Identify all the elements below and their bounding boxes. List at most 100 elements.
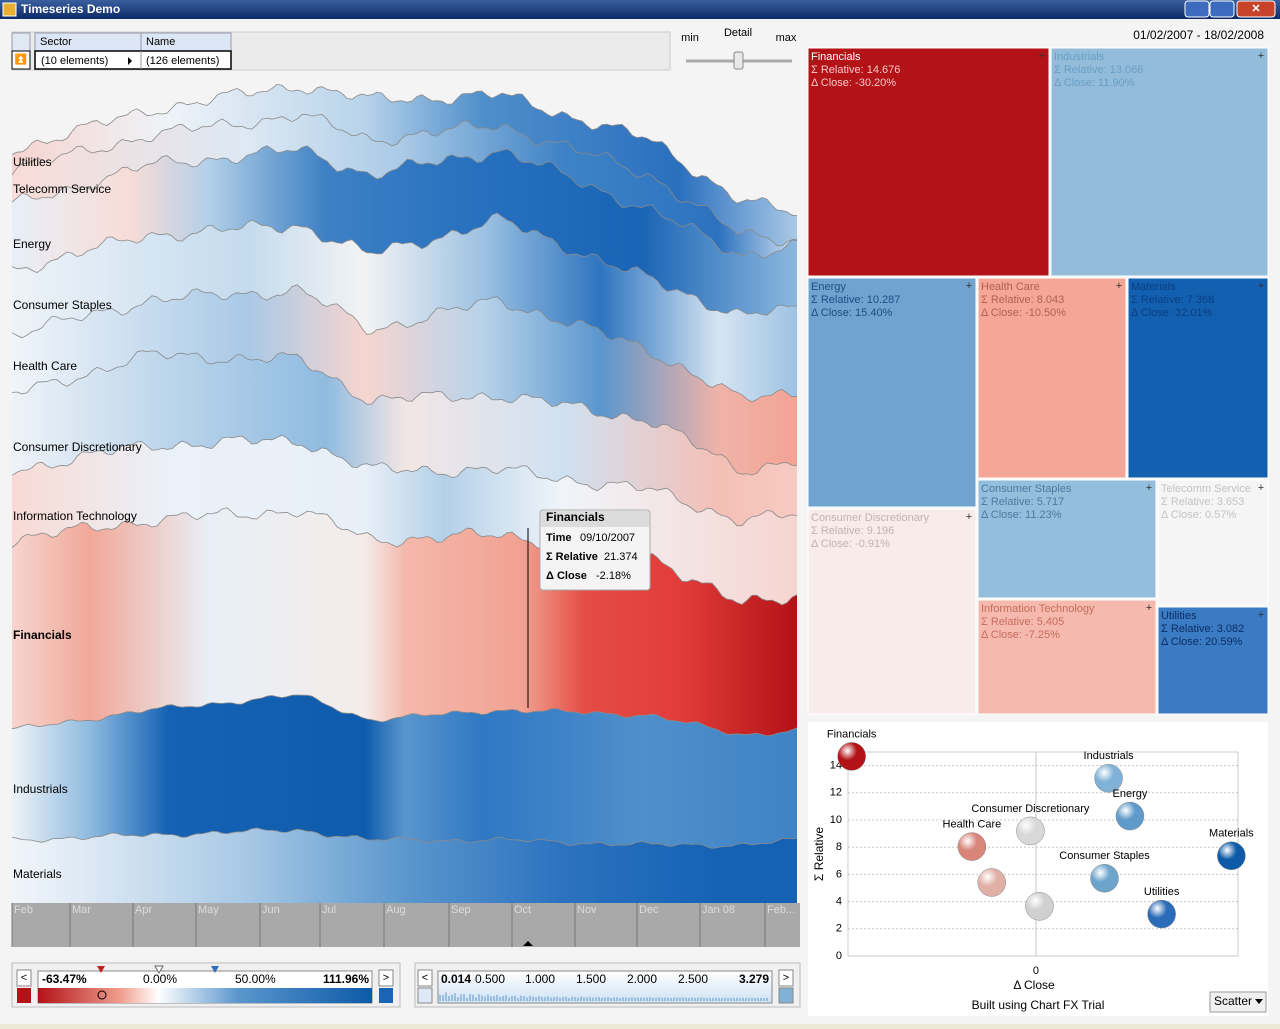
grid-cell[interactable]: (126 elements) [146,55,219,67]
month-label: Nov [577,904,597,916]
tile-close: Δ Close: -0.91% [811,538,890,550]
slider-thumb[interactable] [733,51,744,70]
color-handle[interactable] [154,965,164,975]
tile-expand[interactable]: + [1258,280,1264,292]
treemap-tile[interactable] [1157,479,1269,606]
min-color-swatch [17,988,31,1003]
tile-close: Δ Close: -7.25% [981,629,1060,641]
bubble[interactable] [977,868,1006,897]
band-outline [11,114,798,247]
color-range-max: 111.96% [323,972,369,986]
treemap-tile[interactable] [1050,47,1269,277]
collapse-button[interactable] [11,50,31,70]
y-tick-label: 4 [836,896,842,908]
plot-area [847,751,1239,957]
y-tick-label: 8 [836,841,842,853]
tooltip-value: 09/10/2007 [580,532,635,544]
tile-expand[interactable]: + [1116,280,1122,292]
tile-close: Δ Close: 11.90% [1054,77,1135,89]
point-label: Health Care [943,819,1002,831]
stream-band [12,114,797,258]
tooltip-key: Σ Relative [546,551,598,563]
band-outline [11,434,798,527]
close-button[interactable] [1236,0,1276,18]
stream-band [12,284,797,476]
date-range: 01/02/2007 - 18/02/2008 [1133,28,1264,42]
bubble[interactable] [837,742,866,771]
time-axis [12,903,800,947]
treemap-tile[interactable] [1157,606,1269,715]
streamgraph: Utilities Telecomm Service Energy Consumer … [11,83,798,903]
y-axis-label: Σ Relative [812,827,826,881]
point-label: Financials [827,728,877,740]
month-label: Feb [14,904,33,916]
bubble[interactable] [1090,863,1119,893]
max-size-swatch [778,987,794,1004]
tooltip-key: Δ Close [546,570,587,582]
point-label: Consumer Staples [1059,850,1150,862]
view-dropdown[interactable] [1209,991,1267,1013]
bubble[interactable] [1115,801,1145,831]
treemap-tile[interactable] [807,508,977,715]
month-axis: Feb Mar Apr May Jun Jul Aug Sep Oct Nov Dec Jan 08 F… [11,903,795,947]
tile-expand[interactable]: + [966,511,972,523]
expand-arrow [128,57,132,65]
scroll-right-button[interactable] [778,969,794,987]
size-range-tick: 1.500 [576,972,606,986]
treemap-tile[interactable] [977,479,1157,599]
maximize-button[interactable] [1209,0,1235,18]
tile-expand[interactable]: + [1258,609,1264,621]
bubble[interactable] [1016,816,1045,846]
month-label: Mar [72,904,91,916]
tile-expand[interactable]: + [1258,482,1264,494]
x-axis-label: Δ Close [1013,978,1055,992]
tile-relative: Σ Relative: 5.717 [981,496,1064,508]
month-label: Jan 08 [702,904,735,916]
bubble[interactable] [1147,899,1176,929]
point-label: Industrials [1084,750,1135,762]
app-icon [2,2,17,17]
y-tick-label: 6 [836,868,842,880]
scatter-chart: 024681012140FinancialsIndustrialsEnergyC… [827,728,1254,977]
tile-name: Telecomm Service [1161,483,1251,495]
month-label: Sep [451,904,471,916]
tile-expand[interactable]: + [1146,602,1152,614]
tile-relative: Σ Relative: 9.196 [811,525,894,537]
tile-close: Δ Close: 15.40% [811,307,893,319]
tile-expand[interactable]: + [1258,50,1264,62]
tile-expand[interactable]: + [1039,50,1045,62]
scroll-right-button[interactable] [378,969,394,987]
bubble[interactable] [957,832,987,861]
tile-name: Health Care [981,281,1040,293]
scroll-left-button[interactable] [16,969,32,987]
stream-band [12,145,797,316]
tile-name: Information Technology [981,603,1095,615]
bubble[interactable] [1025,892,1054,921]
treemap-tile[interactable] [977,599,1157,715]
month-label: Aug [386,904,406,916]
bubble[interactable] [1094,764,1123,793]
slider-title: Detail [724,27,752,39]
view-dropdown-label: Scatter [1214,994,1252,1008]
tile-name: Utilities [1161,610,1197,622]
stream-band [12,213,797,402]
tile-relative: Σ Relative: 5.405 [981,616,1064,628]
treemap-tile[interactable] [807,47,1050,277]
treemap-tile[interactable] [807,277,977,508]
treemap-tile[interactable] [1127,277,1269,479]
color-handle[interactable] [211,966,219,973]
scroll-left-button[interactable] [417,969,433,987]
color-handle[interactable] [97,966,105,973]
treemap-tile[interactable] [977,277,1127,479]
stream-label: Consumer Discretionary [13,440,142,454]
tile-expand[interactable]: + [1146,482,1152,494]
bubble[interactable] [1217,841,1246,871]
tile-expand[interactable]: + [966,280,972,292]
grid-cell[interactable]: (10 elements) [41,55,108,67]
minimize-button[interactable] [1184,0,1210,18]
grid-corner [11,32,31,52]
month-label: Jul [322,904,336,916]
